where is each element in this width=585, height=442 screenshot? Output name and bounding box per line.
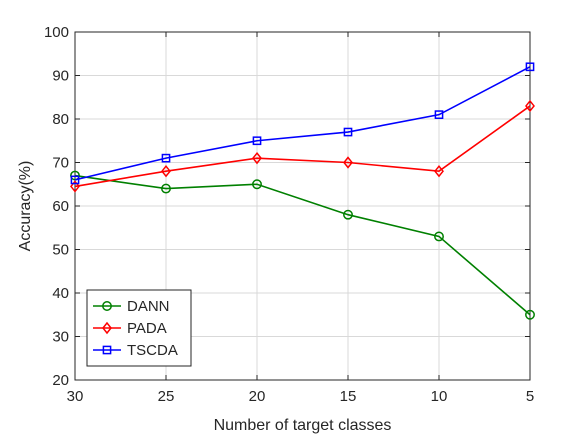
data-point-tscda — [525, 62, 535, 72]
data-series — [70, 62, 535, 320]
data-point-dann — [252, 179, 262, 190]
y-axis-title: Accuracy(%) — [17, 161, 34, 252]
x-tick-label: 15 — [340, 388, 357, 405]
y-tick-label: 90 — [52, 68, 69, 85]
data-point-tscda — [434, 110, 444, 120]
data-point-dann — [343, 209, 353, 220]
data-point-dann — [434, 231, 444, 242]
y-tick-label: 20 — [52, 372, 69, 389]
series-pada — [70, 99, 535, 193]
data-point-pada — [161, 164, 171, 178]
data-point-pada — [434, 164, 444, 178]
y-tick-label: 50 — [52, 242, 69, 259]
x-tick-label: 25 — [158, 388, 175, 405]
series-line-tscda — [74, 66, 531, 181]
series-line-dann — [74, 174, 531, 316]
legend-marker-pada — [102, 321, 112, 335]
data-point-tscda — [161, 153, 171, 163]
data-point-tscda — [70, 175, 80, 185]
x-tick-label: 20 — [249, 388, 266, 405]
y-tick-label: 70 — [52, 155, 69, 172]
y-tick-label: 30 — [52, 329, 69, 346]
y-tick-label: 80 — [52, 111, 69, 128]
legend-marker-dann — [102, 301, 112, 311]
y-tick-label: 100 — [44, 24, 69, 41]
series-dann — [70, 170, 535, 320]
x-axis-title: Number of target classes — [214, 417, 392, 434]
legend: DANN PADA TSCDA — [86, 289, 192, 367]
legend-label-pada: PADA — [127, 320, 167, 337]
x-tick-label: 5 — [526, 388, 534, 405]
legend-label-dann: DANN — [127, 298, 170, 315]
legend-marker-tscda — [102, 345, 112, 355]
x-tick-label: 30 — [67, 388, 84, 405]
series-tscda — [70, 62, 535, 185]
data-point-tscda — [252, 136, 262, 146]
legend-label-tscda: TSCDA — [127, 342, 178, 359]
data-point-dann — [161, 183, 171, 194]
y-tick-label: 60 — [52, 198, 69, 215]
data-point-pada — [343, 156, 353, 169]
data-point-pada — [525, 99, 535, 113]
data-point-pada — [70, 180, 80, 193]
y-tick-label: 40 — [52, 285, 69, 302]
series-line-pada — [74, 105, 531, 188]
data-point-tscda — [343, 127, 353, 137]
data-point-pada — [252, 151, 262, 165]
data-point-dann — [525, 309, 535, 320]
x-tick-label: 10 — [431, 388, 448, 405]
